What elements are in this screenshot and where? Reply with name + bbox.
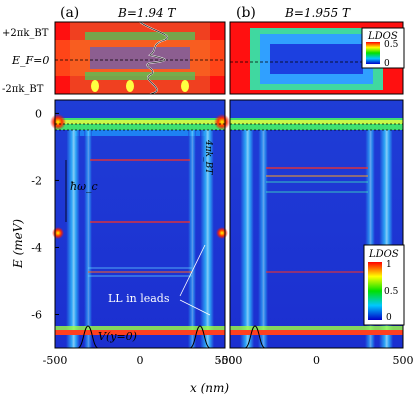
x-tick-label: 0 xyxy=(313,354,320,367)
inset-colorbar xyxy=(361,27,405,69)
panel-a-field: B=1.94 T xyxy=(117,6,176,20)
main-colorbar xyxy=(363,244,405,326)
panel-b-label: (b) xyxy=(236,5,256,21)
annotation-ll-leads: LL in leads xyxy=(108,292,170,305)
ll-leads-pointer-1 xyxy=(179,244,206,297)
x-axis-label: x (nm) xyxy=(190,381,229,395)
ll-leads-pointer-2 xyxy=(179,299,211,316)
x-tick-label: -500 xyxy=(43,354,68,367)
panel-a-label: (a) xyxy=(60,5,79,21)
x-tick-label: -500 xyxy=(218,354,243,367)
panel-b-top-heatmap xyxy=(229,21,404,95)
inset-colorbar-title: LDOS xyxy=(367,31,398,42)
top-ytick-lower: -2πk_BT xyxy=(2,84,44,95)
annotation-4pikt: 4πk_BT xyxy=(203,139,213,175)
main-colorbar-max: 1 xyxy=(386,260,392,270)
annotation-hbar-omega: ħω_c xyxy=(70,180,98,193)
y-tick-label: -4 xyxy=(31,241,42,254)
y-tick-label: -2 xyxy=(31,174,42,187)
y-axis-ticks: 0 -2 -4 -6 xyxy=(31,107,59,321)
x-tick-label: 500 xyxy=(393,354,414,367)
main-colorbar-mid: 0.5 xyxy=(384,287,399,297)
main-colorbar-min: 0 xyxy=(386,313,392,323)
inset-colorbar-max: 0.5 xyxy=(384,40,399,50)
panel-a-top-heatmap xyxy=(54,21,226,95)
panel-b-field: B=1.955 T xyxy=(284,6,351,20)
inset-colorbar-min: 0 xyxy=(384,59,390,69)
y-tick-label: 0 xyxy=(35,107,42,120)
top-ytick-mid: E_F=0 xyxy=(11,54,49,67)
top-ytick-upper: +2πk_BT xyxy=(2,28,49,39)
x-tick-label: 500 xyxy=(215,354,236,367)
panel-a-main-heatmap xyxy=(50,99,230,349)
x-axis-ticks: -500 0 500-500 0 500 xyxy=(43,354,414,367)
x-tick-label: 0 xyxy=(137,354,144,367)
main-colorbar-title: LDOS xyxy=(368,249,399,260)
y-axis-label: E (meV) xyxy=(11,219,25,269)
annotation-potential: V(y=0) xyxy=(98,330,137,343)
y-tick-label: -6 xyxy=(31,308,42,321)
